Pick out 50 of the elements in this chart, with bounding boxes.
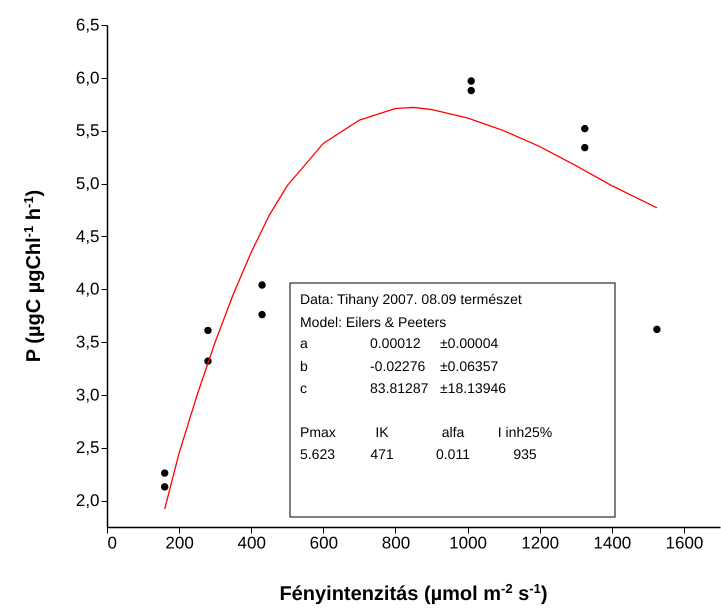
annotation: 83.81287 [370, 380, 429, 396]
annotation: I inh25% [498, 424, 552, 440]
y-tick-label: 2,0 [76, 491, 100, 510]
annotation: 0.00012 [370, 335, 421, 351]
y-tick-label: 6,0 [76, 68, 100, 88]
x-tick-label: 200 [165, 534, 194, 552]
x-axis-title: Fényintenzitás (µmol m$^{-2}$ s$^{-1}$) [279, 580, 548, 605]
point [653, 326, 661, 334]
point [467, 86, 475, 94]
point [467, 77, 475, 85]
annotation: 471 [370, 446, 394, 462]
annotation: b [300, 358, 308, 374]
annotation: c [300, 380, 307, 396]
point [258, 281, 266, 289]
point [581, 124, 588, 132]
y-tick-label: 5,5 [76, 121, 100, 140]
x-tick-label: 1600 [666, 534, 704, 552]
point [581, 144, 588, 152]
line-series [164, 106, 658, 510]
annotation: alfa [442, 424, 464, 440]
x-tick-label: 400 [238, 534, 266, 552]
annotation: 0.011 [436, 446, 470, 462]
annotation: Model: Eilers & Peeters [300, 314, 446, 330]
x-tick-label: 1200 [521, 534, 560, 552]
annotation: -0.02276 [370, 358, 426, 374]
annotation: 5.623 [300, 446, 336, 462]
annotation: ±18.13946 [440, 380, 506, 396]
x-tick-label: 0 [108, 534, 117, 552]
annotation: IK [375, 424, 390, 440]
y-tick-label: 3,0 [76, 385, 100, 404]
x-tick-label: 1000 [449, 534, 487, 552]
y-tick-label: 4,5 [76, 226, 100, 246]
annotation: 935 [513, 446, 537, 462]
point [160, 483, 168, 491]
point [258, 310, 266, 318]
y-tick-label: 6,5 [76, 16, 100, 34]
x-tick-label: 800 [382, 534, 410, 552]
y-tick-label: 2,5 [76, 438, 100, 458]
annotation: Pmax [300, 424, 336, 440]
x-tick-label: 1400 [593, 534, 632, 552]
annotation: ±0.00004 [440, 335, 499, 351]
y-tick-label: 4,0 [76, 280, 100, 299]
y-tick-label: 3,5 [76, 332, 100, 352]
annotation: a [300, 335, 308, 351]
y-tick-label: 5,0 [76, 174, 100, 194]
annotation: ±0.06357 [440, 358, 499, 374]
x-tick-label: 600 [310, 534, 338, 552]
point [160, 469, 168, 477]
annotation: Data: Tihany 2007. 08.09 természet [300, 291, 522, 307]
point [204, 326, 212, 334]
